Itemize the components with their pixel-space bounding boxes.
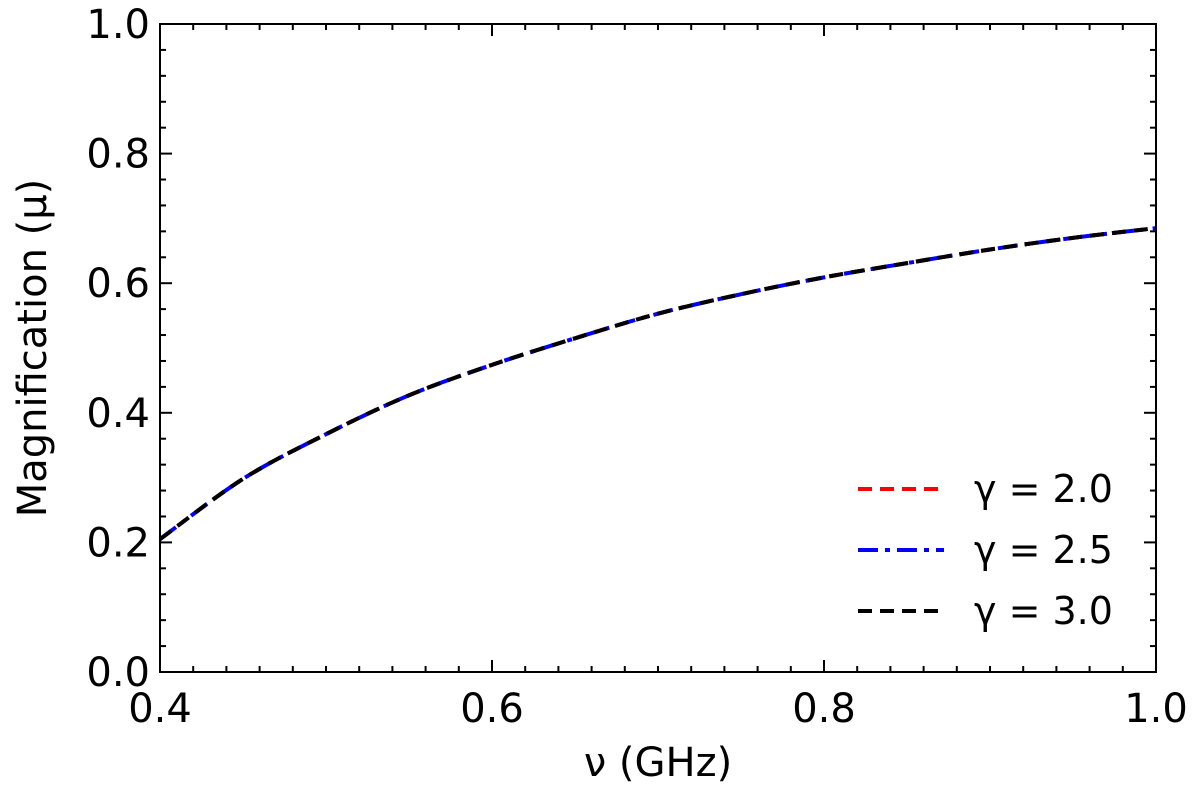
legend-label-2: γ = 2.5 [974, 528, 1113, 572]
y-tick-label: 0.8 [86, 132, 150, 178]
tick-labels: 0.4 0.6 0.8 1.0 0.0 0.2 0.4 0.6 0.8 1.0 [86, 2, 1187, 732]
y-tick-label: 0.2 [86, 520, 150, 566]
series-line-3 [158, 226, 1157, 541]
x-tick-label: 0.4 [128, 686, 192, 732]
x-tick-label: 0.8 [792, 686, 856, 732]
x-tick-label: 1.0 [1124, 686, 1188, 732]
x-tick-label: 0.6 [460, 686, 524, 732]
legend-label-3: γ = 3.0 [974, 589, 1113, 633]
legend-label-1: γ = 2.0 [974, 467, 1113, 511]
series-layer [158, 226, 1157, 541]
y-tick-label: 0.4 [86, 391, 150, 437]
y-axis-label: Magnification (μ) [10, 179, 56, 518]
x-axis-label: ν (GHz) [584, 740, 732, 786]
plot-frame [159, 23, 1157, 673]
y-tick-label: 0.6 [86, 261, 150, 307]
y-tick-label: 1.0 [86, 2, 150, 48]
y-tick-label: 0.0 [86, 650, 150, 696]
legend: γ = 2.0 γ = 2.5 γ = 3.0 [858, 467, 1113, 633]
plot-area [160, 24, 1156, 672]
